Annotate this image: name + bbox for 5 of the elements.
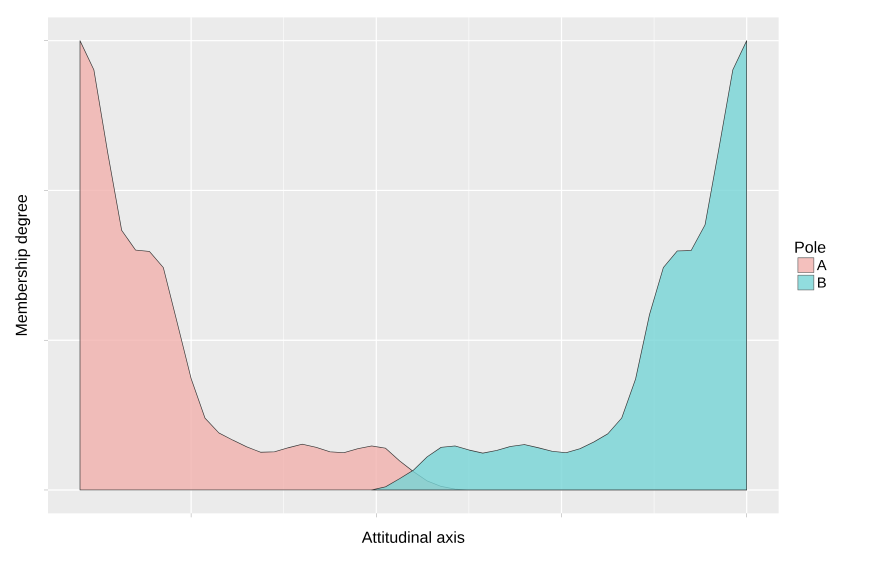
legend-title: Pole: [795, 241, 826, 254]
y-axis-title: Membership degree: [15, 195, 30, 336]
legend-label: A: [816, 260, 827, 270]
legend-label: B: [818, 278, 826, 288]
x-axis-title: Attitudinal axis: [362, 531, 464, 544]
